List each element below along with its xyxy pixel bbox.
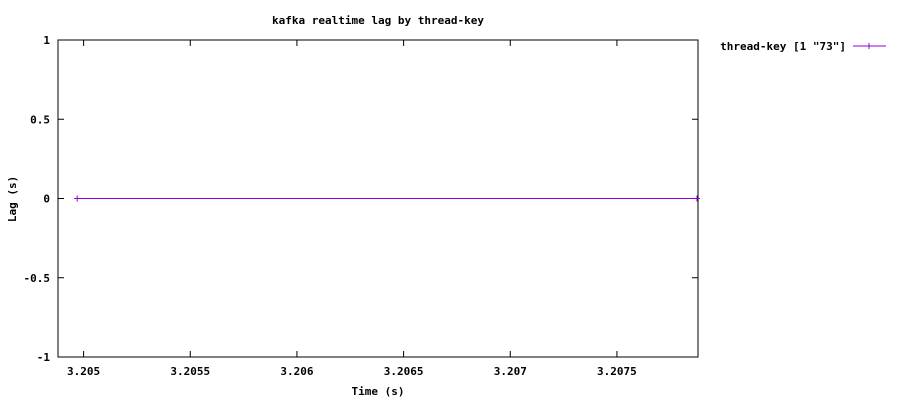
series-layer xyxy=(74,195,700,202)
y-tick-label: -0.5 xyxy=(24,272,51,285)
y-tick-label: 0 xyxy=(43,193,50,206)
x-axis-label: Time (s) xyxy=(352,385,405,398)
x-tick-label: 3.205 xyxy=(67,365,100,378)
y-axis-label: Lag (s) xyxy=(6,176,19,222)
y-tick-label: 0.5 xyxy=(30,113,50,126)
x-tick-label: 3.207 xyxy=(494,365,527,378)
legend: thread-key [1 "73"] xyxy=(720,40,886,53)
x-axis: 3.205 3.2055 3.206 3.2065 3.207 3.2075 xyxy=(67,40,637,378)
data-point xyxy=(74,195,81,202)
y-tick-label: -1 xyxy=(37,351,51,364)
legend-marker xyxy=(866,43,872,49)
x-tick-label: 3.2055 xyxy=(170,365,210,378)
y-tick-label: 1 xyxy=(43,34,50,47)
x-tick-label: 3.2065 xyxy=(384,365,424,378)
x-tick-label: 3.2075 xyxy=(597,365,637,378)
y-axis: 1 0.5 0 -0.5 -1 xyxy=(24,34,698,364)
x-tick-label: 3.206 xyxy=(280,365,313,378)
data-point xyxy=(694,195,700,202)
legend-label: thread-key [1 "73"] xyxy=(720,40,846,53)
chart-title: kafka realtime lag by thread-key xyxy=(272,14,484,27)
